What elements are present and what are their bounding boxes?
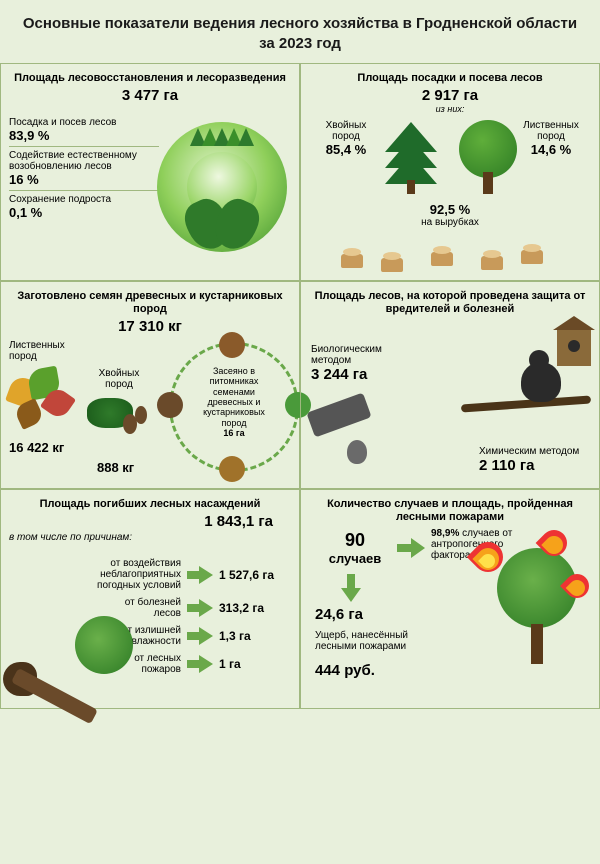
p1-row1-pct: 16 % — [9, 172, 159, 187]
spray-icon — [306, 393, 371, 438]
panel2-heading: Площадь посадки и посева лесов — [309, 72, 591, 85]
p6-dmg-label: Ущерб, нанесённый лесными пожарами — [315, 630, 425, 652]
panel-fires: Количество случаев и площадь, пройденная… — [300, 489, 600, 709]
p6-anthro-pct: 98,9% — [431, 528, 459, 539]
p6-dmg-val: 444 руб. — [315, 662, 375, 679]
panel5-heading: Площадь погибших лесных насаждений — [9, 498, 291, 511]
p1-row2-pct: 0,1 % — [9, 205, 159, 220]
p5-r3-val: 1 га — [219, 657, 291, 671]
p4-bio-val: 3 244 га — [311, 366, 421, 383]
stumps-icon — [341, 232, 579, 272]
p5-r0-label: от воздействия неблагоприятных погодных … — [97, 558, 181, 591]
p3-mid-label: Хвойных пород — [87, 368, 151, 390]
panel-planting: Площадь посадки и посева лесов 2 917 га … — [300, 63, 600, 281]
p2-right-pct: 14,6 % — [513, 142, 589, 157]
p2-left-label: Хвойных пород — [311, 120, 381, 142]
p1-row0-pct: 83,9 % — [9, 128, 159, 143]
arrow-down-icon — [341, 574, 361, 604]
panel6-heading: Количество случаев и площадь, пройденная… — [309, 498, 591, 524]
p5-r1-val: 313,2 га — [219, 601, 291, 615]
p2-bottom-label: на вырубках — [301, 217, 599, 228]
panel-dead-forest: Площадь погибших лесных насаждений 1 843… — [0, 489, 300, 709]
autumn-leaves-icon — [9, 368, 79, 428]
arrow-icon — [187, 627, 213, 645]
panel1-value: 3 477 га — [9, 87, 291, 104]
p6-area: 24,6 га — [315, 606, 363, 623]
growth-cycle-icon: Засеяно в питомниках семенами древесных … — [159, 332, 309, 482]
p3-mid-val: 888 кг — [97, 460, 134, 475]
panel5-sub: в том числе по причинам: — [9, 532, 291, 543]
p4-chem-label: Химическим методом — [479, 446, 589, 457]
burning-tree-icon — [479, 534, 589, 664]
p4-chem-val: 2 110 га — [479, 457, 589, 474]
arrow-icon — [187, 566, 213, 584]
p3-cycle-text: Засеяно в питомниках семенами древесных … — [203, 366, 265, 428]
p1-row1-label: Содействие естественному возобновлению л… — [9, 150, 159, 172]
p1-row2-label: Сохранение подроста — [9, 194, 159, 205]
bird-birdhouse-icon — [461, 328, 591, 438]
infographic: { "colors": { "background": "#e8f0dc", "… — [0, 0, 600, 864]
panel-seeds: Заготовлено семян древесных и кустарнико… — [0, 281, 300, 489]
p2-left-pct: 85,4 % — [311, 142, 381, 157]
panel5-value: 1 843,1 га — [9, 513, 291, 530]
arrow-icon — [187, 599, 213, 617]
page-title: Основные показатели ведения лесного хозя… — [0, 0, 600, 63]
p2-bottom-pct: 92,5 % — [301, 202, 599, 217]
panel-grid: Площадь лесовосстановления и лесоразведе… — [0, 63, 600, 709]
panel-protection: Площадь лесов, на которой проведена защи… — [300, 281, 600, 489]
arrow-right-icon — [397, 538, 427, 558]
p5-r0-val: 1 527,6 га — [219, 568, 291, 582]
panel4-heading: Площадь лесов, на которой проведена защи… — [309, 290, 591, 316]
panel1-heading: Площадь лесовосстановления и лесоразведе… — [9, 72, 291, 85]
p4-bio-label: Биологическим методом — [311, 344, 421, 366]
p5-r2-val: 1,3 га — [219, 629, 291, 643]
pine-branch-icon — [83, 394, 153, 444]
panel2-sub: из них: — [309, 104, 591, 114]
p1-row0-label: Посадка и посев лесов — [9, 117, 159, 128]
p3-left-val: 16 422 кг — [9, 440, 64, 455]
p3-left-label: Лиственных пород — [9, 340, 79, 362]
arrow-icon — [187, 655, 213, 673]
fallen-tree-icon — [5, 622, 125, 702]
p6-cases-word: случаев — [315, 551, 395, 566]
insect-icon — [347, 440, 367, 464]
deciduous-tree-icon — [459, 120, 517, 194]
globe-hands-icon — [157, 122, 287, 252]
p2-right-label: Лиственных пород — [513, 120, 589, 142]
p3-cycle-val: 16 га — [223, 428, 244, 438]
panel3-heading: Заготовлено семян древесных и кустарнико… — [9, 290, 291, 316]
panel2-value: 2 917 га — [309, 87, 591, 104]
panel-reforestation: Площадь лесовосстановления и лесоразведе… — [0, 63, 300, 281]
p6-cases-num: 90 — [315, 530, 395, 551]
